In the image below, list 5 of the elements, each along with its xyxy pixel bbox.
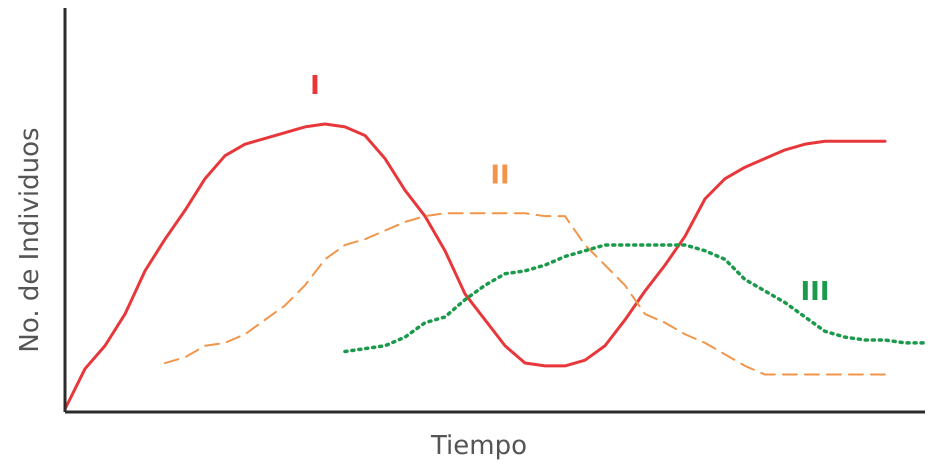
series-label: I — [310, 71, 320, 101]
y-axis-title: No. de Individuos — [15, 127, 45, 353]
series-label: II — [490, 160, 510, 190]
x-axis-title: Tiempo — [430, 431, 528, 461]
series-label: III — [800, 276, 830, 307]
